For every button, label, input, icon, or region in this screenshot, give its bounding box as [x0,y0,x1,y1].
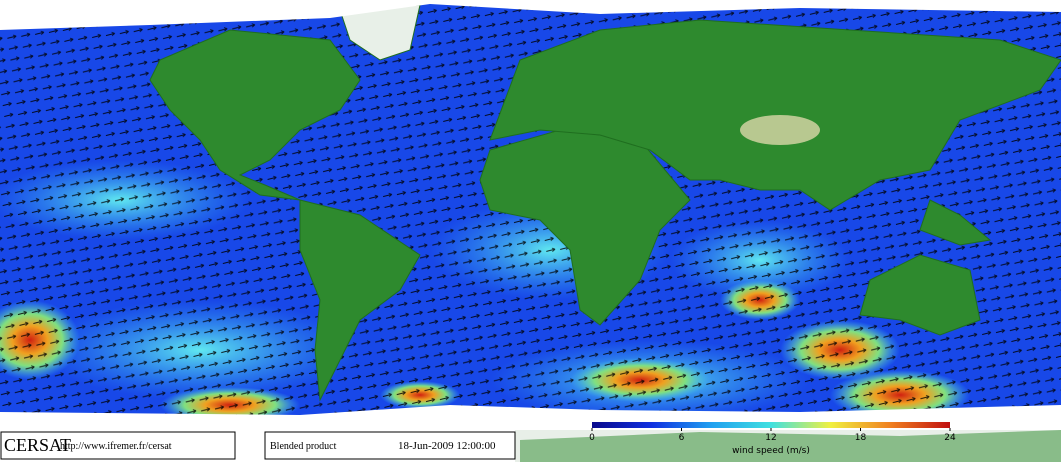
tick-label: 6 [679,433,685,443]
tick-label: 0 [589,433,595,443]
date: 18-Jun-2009 12:00:00 [398,440,496,452]
logo: CERSAT [4,435,71,455]
tick-label: 18 [855,433,867,443]
logo-box [0,431,236,460]
tick-label: 12 [765,433,776,443]
url: http://www.ifremer.fr/cersat [60,441,172,452]
product: Blended product [270,441,337,452]
colorbar: wind speed (m/s) 0 6 12 18 24 [589,422,956,456]
info-box [264,431,516,460]
colorbar-scale [592,422,950,428]
colorbar-label: wind speed (m/s) [732,446,810,456]
tick-label: 24 [944,433,956,443]
footer: CERSAT http://www.ifremer.fr/cersat Blen… [0,430,1061,462]
land [149,4,1061,402]
